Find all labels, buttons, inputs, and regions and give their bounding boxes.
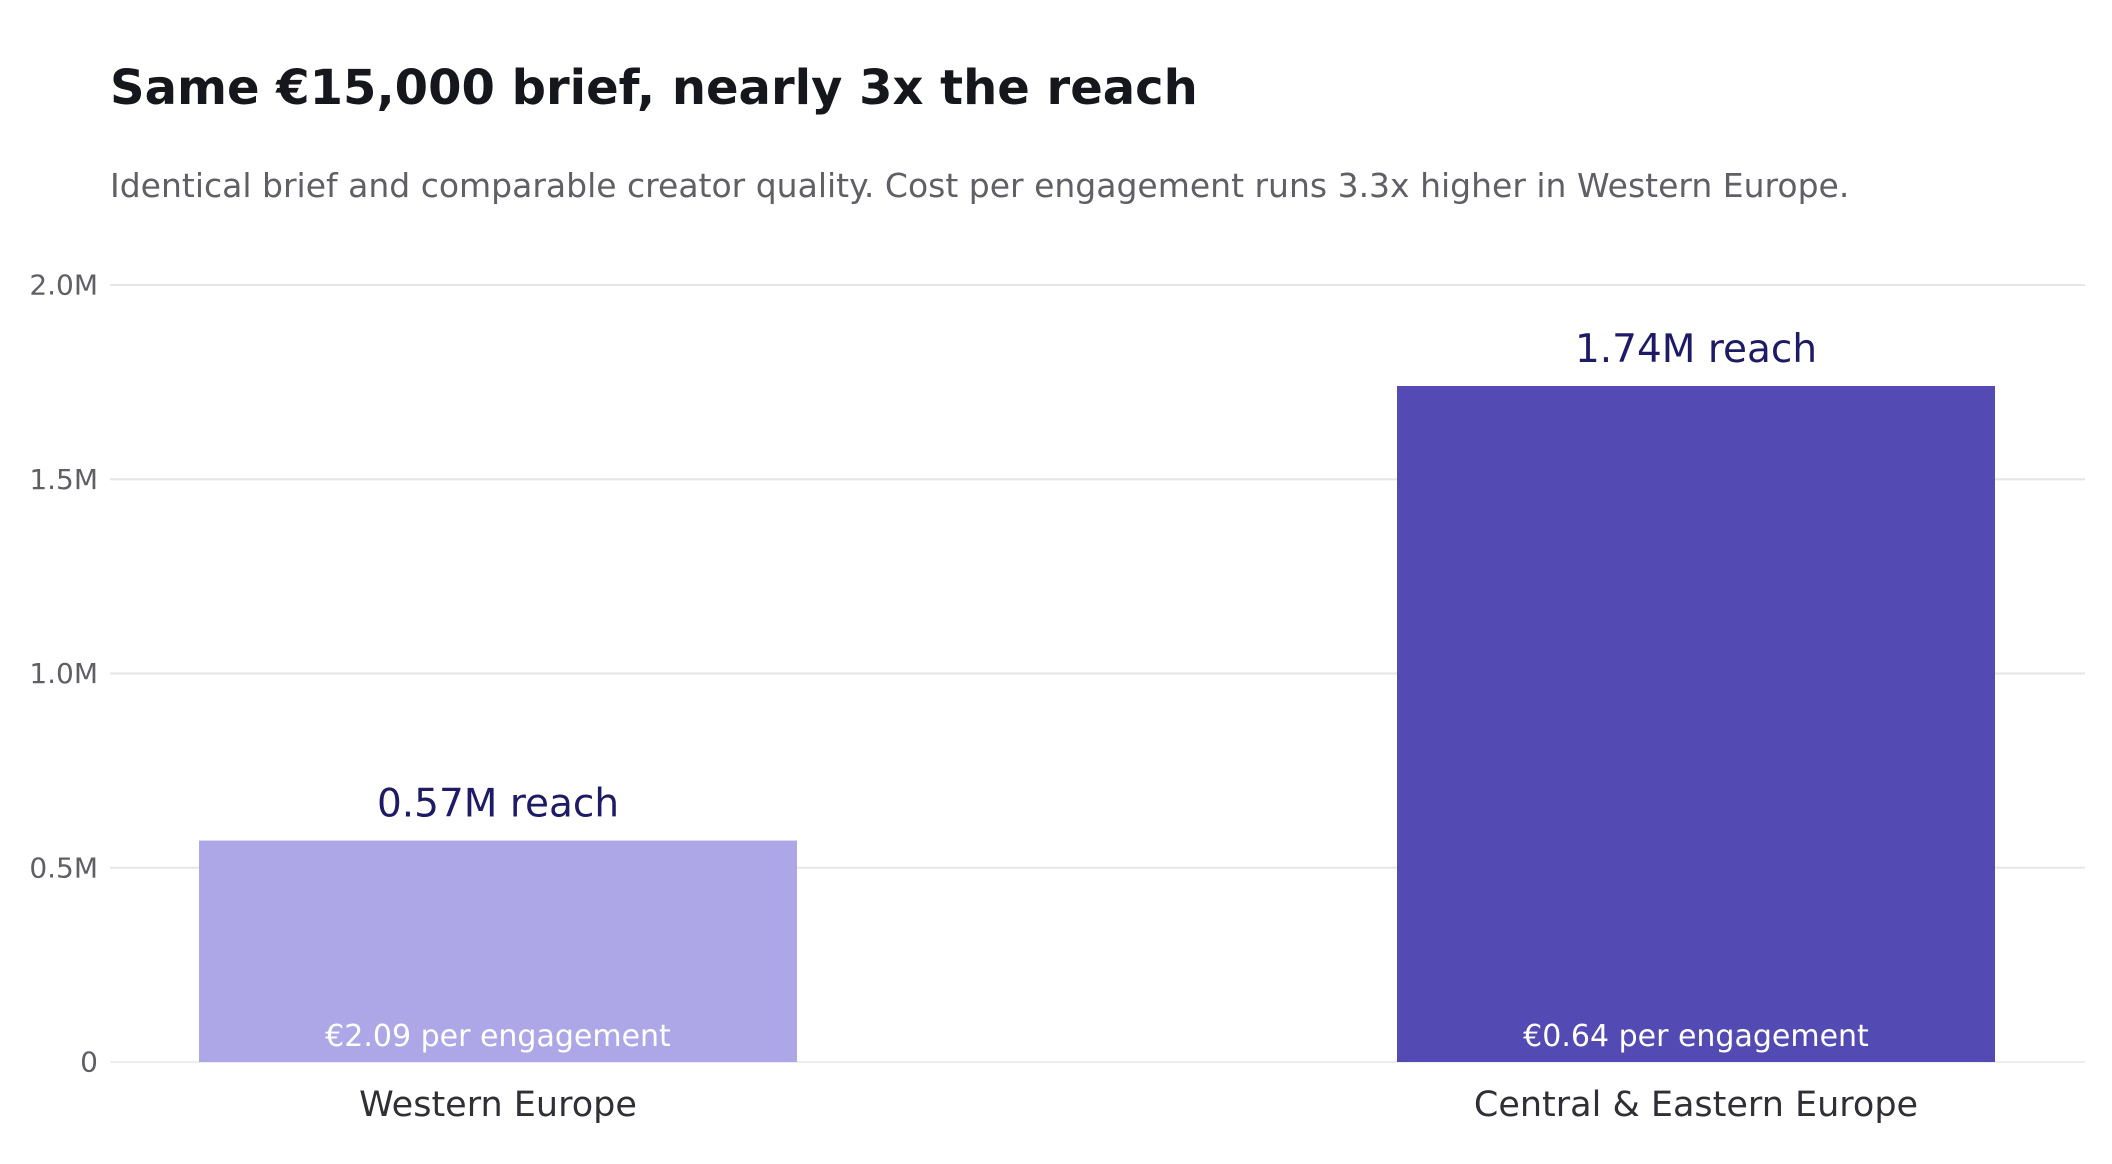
y-tick-label: 1.0M xyxy=(29,657,98,690)
y-tick-label: 1.5M xyxy=(29,463,98,496)
data-label: 1.74M reach xyxy=(1575,327,1817,372)
bar xyxy=(1397,386,1995,1062)
chart-title: Same €15,000 brief, nearly 3x the reach xyxy=(110,60,1198,116)
chart-subtitle: Identical brief and comparable creator q… xyxy=(110,166,1850,205)
data-label: 0.57M reach xyxy=(377,782,619,827)
x-tick-label: Western Europe xyxy=(359,1085,637,1125)
bar xyxy=(199,840,797,1062)
bar-inner-label: €2.09 per engagement xyxy=(325,1019,671,1054)
y-tick-label: 0 xyxy=(80,1046,98,1079)
y-tick-label: 0.5M xyxy=(29,851,98,884)
bar-inner-label: €0.64 per engagement xyxy=(1523,1019,1869,1054)
y-tick-label: 2.0M xyxy=(29,269,98,302)
x-tick-label: Central & Eastern Europe xyxy=(1474,1085,1918,1125)
